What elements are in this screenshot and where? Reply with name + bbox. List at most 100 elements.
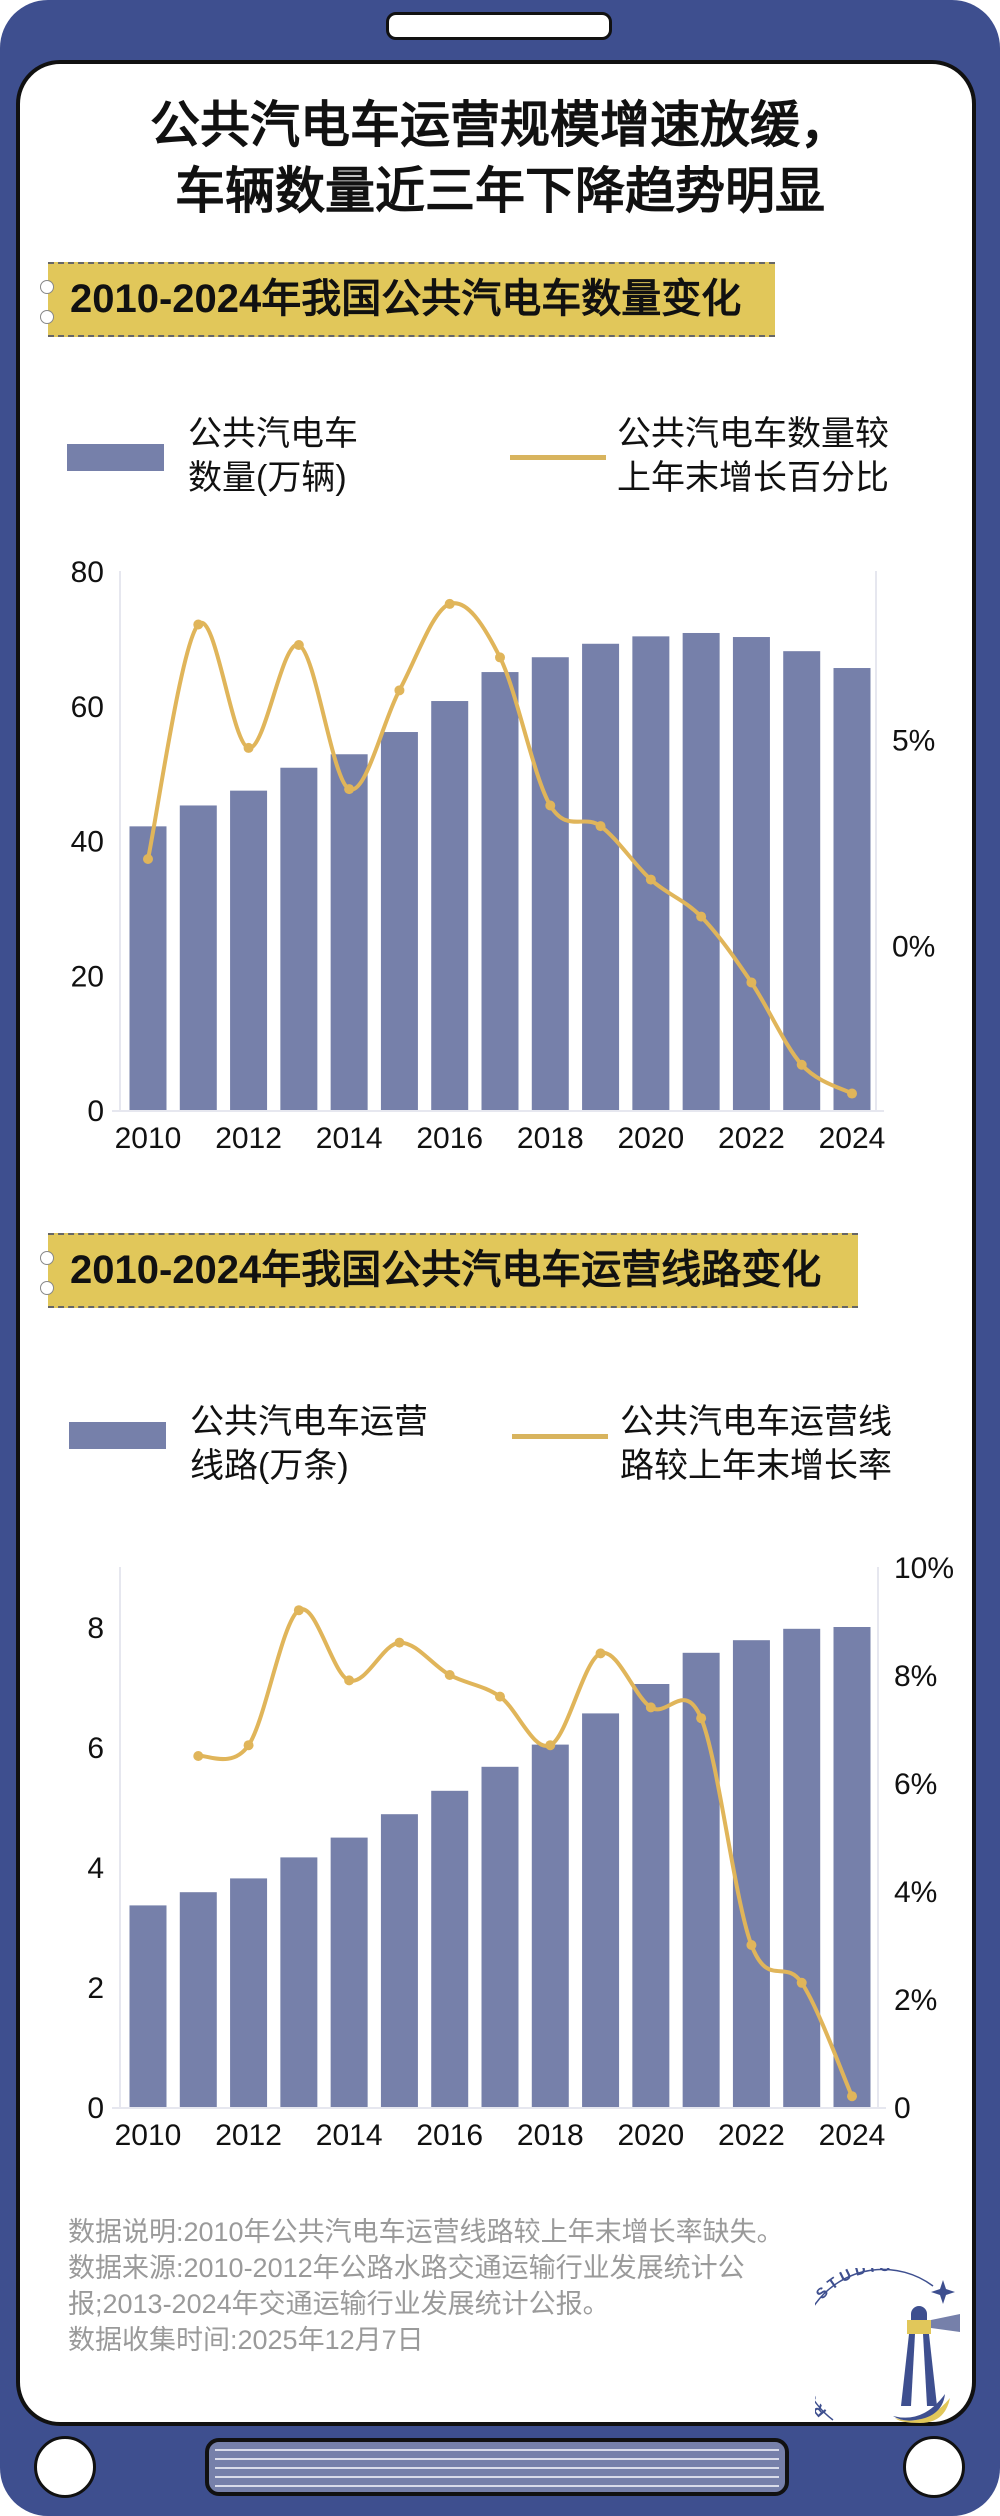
bar-2018 (531, 657, 569, 1110)
y2-tick-label: 2% (894, 1984, 937, 2017)
x-tick-label: 2024 (819, 2119, 886, 2152)
chart2-title: 2010-2024年我国公共汽电车运营线路变化 (70, 1248, 822, 1292)
headlight-left (34, 2436, 96, 2498)
line-point-2021 (696, 911, 707, 922)
line-point-2013 (293, 1605, 304, 1616)
line-point-2012 (243, 742, 254, 753)
bar-2017 (481, 1766, 519, 2107)
y-tick-label: 0 (87, 2092, 104, 2125)
bar-2019 (582, 643, 620, 1110)
bar-2013 (280, 1857, 318, 2107)
bar-2024 (833, 1627, 871, 2107)
bar-2017 (481, 672, 519, 1110)
chart1-legend-line-swatch (510, 455, 606, 460)
y-tick-label: 8 (87, 1612, 104, 1645)
banner-ring-icon (40, 1281, 54, 1295)
line-point-2015 (394, 1637, 405, 1648)
note-data-source: 数据来源:2010-2012年公路水路交通运输行业发展统计公报;2013-202… (68, 2253, 745, 2319)
y-tick-label: 4 (87, 1852, 104, 1885)
x-tick-label: 2014 (316, 2119, 383, 2152)
y2-tick-label: 4% (894, 1876, 937, 1909)
note-data-explanation: 数据说明:2010年公共汽电车运营线路较上年末增长率缺失。 (68, 2217, 784, 2247)
bar-2011 (179, 1892, 217, 2107)
bar-2019 (582, 1713, 620, 2107)
page-title-line2: 车辆数量近三年下降趋势明显 (175, 163, 825, 219)
chart2-banner: 2010-2024年我国公共汽电车运营线路变化 (40, 1233, 858, 1308)
chart2-legend-line-swatch (512, 1434, 608, 1439)
banner-ring-icon (40, 310, 54, 324)
bar-2016 (431, 1790, 469, 2107)
ruc-news-studio-logo: RUC NEWS STUDIO (815, 2268, 960, 2423)
speaker-slot (386, 12, 612, 40)
chart2-legend-bar-label: 公共汽电车运营 线路(万条) (190, 1400, 428, 1488)
line-point-2017 (495, 1691, 505, 1702)
y2-tick-label: 10% (894, 1552, 954, 1585)
y-tick-label: 60 (71, 691, 104, 724)
y2-tick-label: 0 (894, 2092, 911, 2125)
bar-2024 (833, 668, 871, 1110)
y2-tick-label: 0% (892, 930, 935, 963)
line-point-2014 (344, 1675, 355, 1686)
bar-2018 (531, 1744, 569, 2107)
line-point-2014 (344, 784, 355, 795)
x-tick-label: 2012 (215, 1122, 282, 1155)
bar-2021 (682, 1652, 720, 2107)
x-tick-label: 2016 (416, 1122, 483, 1155)
x-tick-label: 2024 (819, 1122, 886, 1155)
line-point-2021 (696, 1713, 707, 1724)
logo-text: RUC NEWS STUDIO (815, 2268, 895, 2420)
chart1-legend-bar-swatch (67, 444, 164, 471)
note-collection-date: 数据收集时间:2025年12月7日 (68, 2325, 424, 2355)
star-icon (931, 2280, 955, 2304)
line-point-2018 (545, 1740, 556, 1751)
x-tick-label: 2018 (517, 2119, 584, 2152)
bar-2010 (129, 826, 167, 1110)
bar-2013 (280, 767, 318, 1110)
bar-2012 (230, 790, 268, 1110)
chart2-legend-bar-swatch (69, 1422, 166, 1449)
bar-2015 (380, 732, 418, 1110)
x-tick-label: 2010 (115, 2119, 182, 2152)
bar-2022 (732, 637, 770, 1110)
line-point-2020 (645, 874, 656, 885)
bar-2015 (380, 1814, 418, 2107)
legend-line: 线路(万条) (190, 1447, 349, 1485)
line-point-2010 (143, 854, 153, 865)
x-tick-label: 2010 (115, 1122, 182, 1155)
legend-line: 公共汽电车数量较 (617, 415, 889, 453)
lighthouse-icon (893, 2306, 960, 2423)
bar-2010 (129, 1905, 167, 2107)
legend-line: 路较上年末增长率 (620, 1447, 892, 1485)
line-point-2011 (193, 1751, 204, 1761)
x-tick-label: 2020 (617, 2119, 684, 2152)
y2-tick-label: 5% (892, 725, 935, 758)
line-point-2024 (847, 1088, 857, 1099)
line-point-2024 (847, 2091, 857, 2102)
x-tick-label: 2014 (316, 1122, 383, 1155)
x-tick-label: 2018 (517, 1122, 584, 1155)
bar-2014 (330, 754, 368, 1110)
bar-2012 (230, 1878, 268, 2107)
y-tick-label: 40 (71, 826, 104, 859)
y2-tick-label: 8% (894, 1660, 937, 1693)
line-point-2011 (193, 619, 204, 630)
chart1-legend-line-label: 公共汽电车数量较 上年末增长百分比 (617, 412, 889, 500)
y-tick-label: 80 (71, 556, 104, 589)
line-point-2017 (495, 652, 505, 663)
line-point-2020 (645, 1702, 656, 1713)
legend-line: 上年末增长百分比 (617, 459, 889, 497)
line-point-2012 (243, 1740, 254, 1751)
x-tick-label: 2020 (617, 1122, 684, 1155)
line-point-2019 (595, 1648, 606, 1659)
line-point-2016 (444, 1670, 455, 1680)
logo-text-path: RUC NEWS STUDIO (815, 2268, 891, 2420)
line-point-2022 (746, 977, 757, 988)
y-tick-label: 20 (71, 960, 104, 993)
legend-line: 公共汽电车运营 (190, 1403, 428, 1441)
line-point-2016 (444, 598, 455, 609)
bar-2021 (682, 632, 720, 1110)
x-tick-label: 2022 (718, 1122, 785, 1155)
chart2-legend-line-label: 公共汽电车运营线 路较上年末增长率 (620, 1400, 892, 1488)
